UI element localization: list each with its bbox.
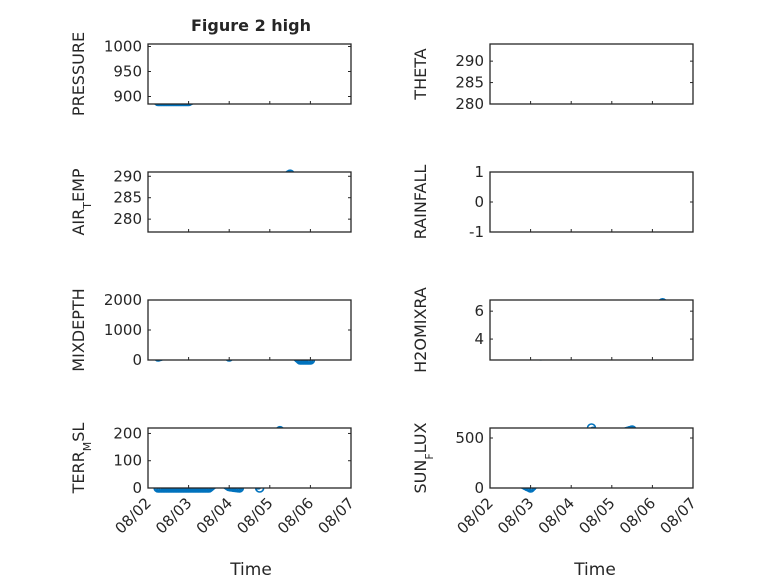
subplot-pressure: 900 950 1000 PRESSURE [69, 32, 352, 116]
y-tick-label: 4 [474, 330, 484, 348]
y-tick-label: 280 [455, 95, 484, 113]
y-tick-label: 950 [113, 63, 142, 81]
x-axis-label-left: Time [229, 560, 272, 580]
axes-box [147, 427, 352, 489]
axes-box [489, 43, 694, 105]
axes-box [489, 171, 694, 233]
axes-box [147, 299, 352, 361]
y-tick-label: 290 [455, 52, 484, 70]
axes-box [489, 299, 694, 361]
y-tick-label: 100 [113, 452, 142, 470]
y-axis-label: H2OMIXRA [411, 287, 430, 373]
y-tick-label: 1000 [104, 321, 142, 339]
y-tick-label: 6 [474, 302, 484, 320]
axes-box [147, 43, 352, 105]
axes-box [489, 427, 694, 489]
y-axis-label: THETA [411, 48, 430, 100]
subplot-h2omixra: 4 6 H2OMIXRA [411, 287, 694, 373]
y-axis-label: RAINFALL [411, 165, 430, 240]
y-tick-label: 2000 [104, 291, 142, 309]
subplot-rainfall: -1 0 1 RAINFALL [411, 163, 694, 241]
axes-box [147, 171, 352, 233]
y-tick-label: 500 [455, 429, 484, 447]
y-tick-label: 280 [113, 210, 142, 228]
y-tick-label: 0 [132, 479, 142, 497]
figure-title: Figure 2 high [191, 16, 311, 35]
y-tick-label: 900 [113, 88, 142, 106]
y-tick-label: 285 [455, 74, 484, 92]
y-tick-label: 1000 [104, 38, 142, 56]
y-tick-label: 200 [113, 424, 142, 442]
subplot-mixdepth: 0 1000 2000 MIXDEPTH [69, 288, 352, 372]
y-tick-label: 0 [474, 193, 484, 211]
x-axis-label-right: Time [573, 560, 616, 580]
y-tick-label: 290 [113, 167, 142, 185]
y-tick-label: 1 [474, 163, 484, 181]
subplot-theta: 280 285 290 THETA [411, 43, 694, 113]
y-tick-label: 285 [113, 189, 142, 207]
y-tick-label: -1 [469, 223, 484, 241]
y-tick-label: 0 [474, 479, 484, 497]
y-axis-label: MIXDEPTH [69, 288, 88, 371]
y-tick-label: 0 [132, 351, 142, 369]
y-axis-label: PRESSURE [69, 32, 88, 116]
